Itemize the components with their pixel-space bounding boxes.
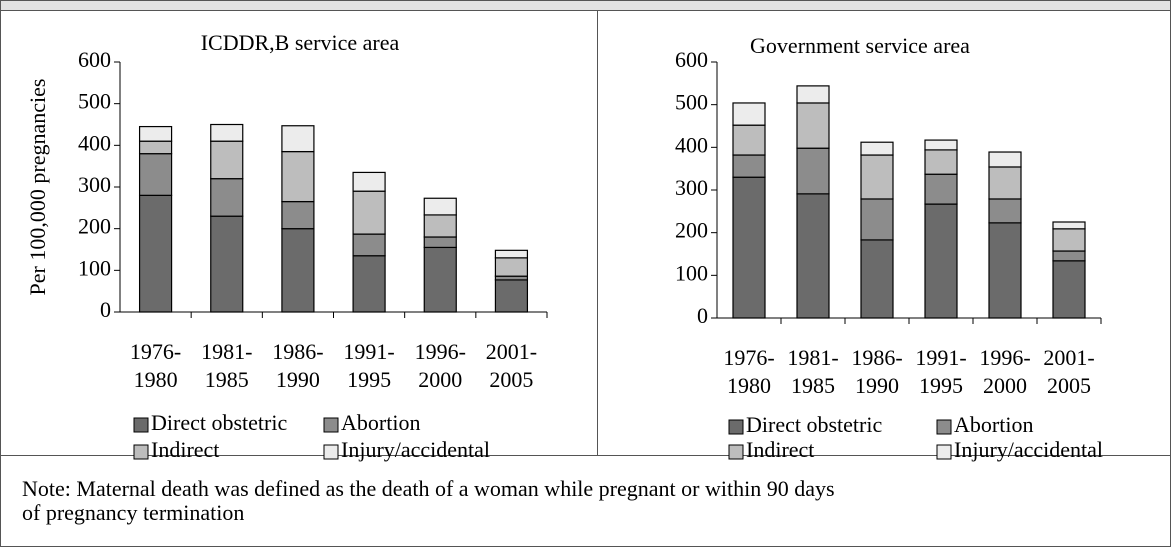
y-axis-label: Per 100,000 pregnancies (25, 79, 50, 296)
bar-segment (860, 198, 894, 241)
legend-swatch (936, 444, 952, 460)
y-tick-label: 0 (100, 297, 111, 322)
y-tick-label: 400 (78, 130, 111, 155)
x-tick-label: 1981-1985 (787, 345, 838, 398)
bar-segment (281, 150, 315, 203)
bar-segment (423, 236, 457, 249)
legend-label: Injury/accidental (341, 437, 490, 462)
chart-title: Government service area (750, 33, 970, 58)
y-tick-label: 0 (697, 303, 708, 328)
bar-segment (423, 197, 457, 216)
bar-segment (281, 200, 315, 230)
bar-segment (210, 178, 244, 217)
legend-label: Injury/accidental (954, 437, 1103, 462)
legend-label: Direct obstetric (151, 410, 287, 435)
bar-segment (210, 123, 244, 142)
bar-segment (352, 255, 386, 313)
bar-segment (860, 141, 894, 156)
legend-label: Abortion (954, 412, 1033, 437)
bar-segment (988, 166, 1022, 200)
y-tick-label: 300 (78, 172, 111, 197)
y-tick-label: 300 (675, 175, 708, 200)
x-tick-label: 1976-1980 (130, 339, 181, 392)
bar-segment (988, 151, 1022, 168)
bar-segment (423, 214, 457, 238)
bar-segment (281, 228, 315, 313)
bar-segment (924, 203, 958, 319)
legend-swatch (323, 444, 339, 460)
bar-segment (1052, 221, 1086, 230)
legend-swatch (936, 419, 952, 435)
x-tick-label: 1996-2000 (979, 345, 1030, 398)
bar-segment (924, 139, 958, 151)
y-tick-label: 200 (78, 214, 111, 239)
legend-swatch (323, 417, 339, 433)
bar-segment (732, 176, 766, 319)
bar-segment (732, 154, 766, 178)
x-tick-label: 2001-2005 (1043, 345, 1094, 398)
chart-title: ICDDR,B service area (201, 30, 400, 55)
bar-segment (423, 246, 457, 313)
y-tick-label: 600 (675, 47, 708, 72)
y-tick-label: 600 (78, 47, 111, 72)
bar-segment (1052, 260, 1086, 319)
bar-segment (1052, 228, 1086, 252)
legend-label: Abortion (341, 410, 420, 435)
bar-segment (281, 125, 315, 153)
note-line: of pregnancy termination (22, 500, 244, 525)
bar-segment (796, 102, 830, 149)
legend-swatch (133, 444, 149, 460)
x-tick-label: 1986-1990 (272, 339, 323, 392)
bar-segment (796, 193, 830, 319)
legend-swatch (728, 444, 744, 460)
y-tick-label: 500 (675, 90, 708, 115)
bar-segment (732, 102, 766, 126)
note-line: Note: Maternal death was defined as the … (22, 476, 835, 501)
x-tick-label: 1991-1995 (915, 345, 966, 398)
x-tick-label: 1981-1985 (201, 339, 252, 392)
bar-segment (988, 198, 1022, 224)
bar-segment (924, 173, 958, 205)
x-tick-label: 1991-1995 (343, 339, 394, 392)
bar-segment (494, 279, 529, 313)
legend-swatch (728, 419, 744, 435)
y-tick-label: 100 (675, 260, 708, 285)
bar-segment (352, 233, 386, 257)
bar-segment (924, 149, 958, 175)
y-tick-label: 100 (78, 255, 111, 280)
bar-segment (352, 190, 386, 235)
legend-label: Direct obstetric (746, 412, 882, 437)
legend-label: Indirect (746, 437, 814, 462)
bar-segment (494, 249, 529, 259)
bar-segment (796, 85, 830, 104)
bar-segment (210, 215, 244, 313)
y-tick-label: 500 (78, 89, 111, 114)
header-strip (0, 0, 1171, 10)
bar-segment (1052, 250, 1086, 262)
bar-segment (138, 194, 173, 313)
bar-segment (732, 124, 766, 156)
legend-swatch (133, 417, 149, 433)
bar-segment (796, 147, 830, 195)
legend-label: Indirect (151, 437, 219, 462)
bar-segment (352, 171, 386, 192)
bar-segment (988, 222, 1022, 319)
y-tick-label: 400 (675, 132, 708, 157)
bar-segment (494, 257, 529, 277)
bar-segment (860, 239, 894, 319)
x-tick-label: 1976-1980 (723, 345, 774, 398)
x-tick-label: 1986-1990 (851, 345, 902, 398)
bar-segment (138, 125, 173, 142)
x-tick-label: 1996-2000 (415, 339, 466, 392)
bar-segment (138, 140, 173, 155)
bar-segment (210, 140, 244, 180)
bar-segment (860, 154, 894, 200)
bar-segment (138, 153, 173, 196)
x-tick-label: 2001-2005 (486, 339, 537, 392)
y-tick-label: 200 (675, 218, 708, 243)
